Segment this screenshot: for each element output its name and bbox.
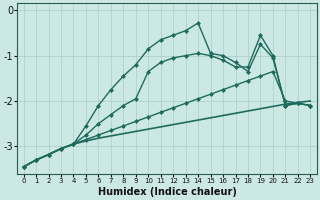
X-axis label: Humidex (Indice chaleur): Humidex (Indice chaleur) [98, 187, 236, 197]
